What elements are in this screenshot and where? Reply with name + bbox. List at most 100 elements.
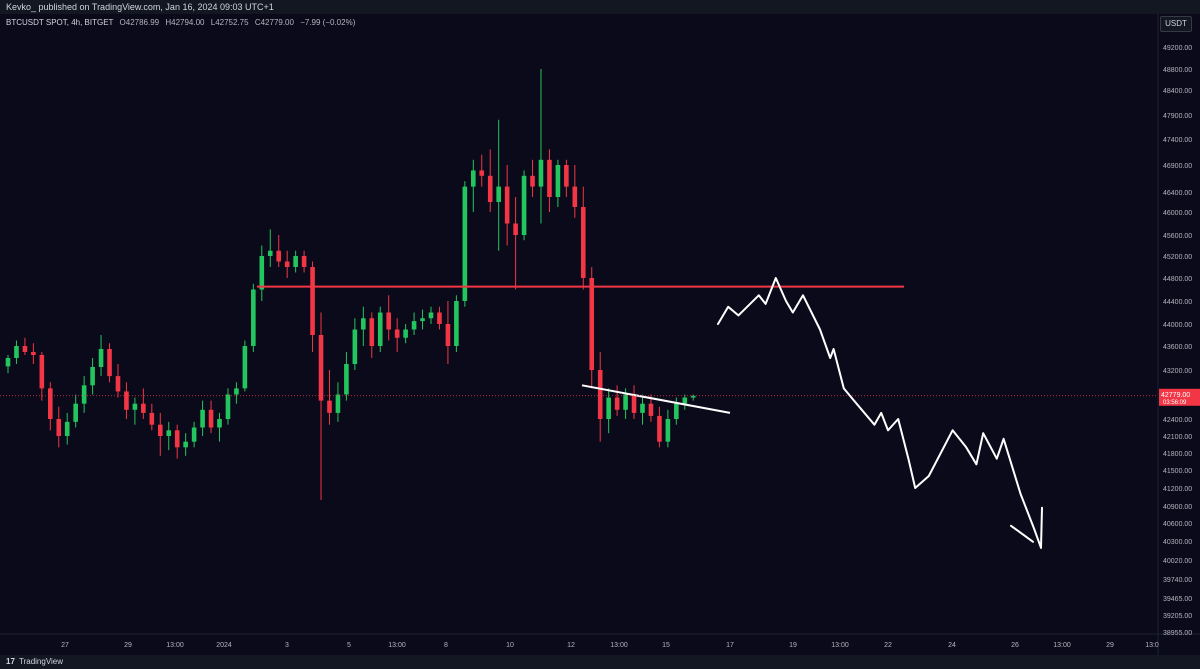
- x-tick-label: 8: [444, 642, 448, 649]
- candle-body: [217, 419, 222, 428]
- y-tick-label: 41800.00: [1163, 451, 1192, 458]
- candle-body: [225, 394, 231, 419]
- footer-bar: 17 TradingView: [0, 655, 1200, 669]
- x-tick-label: 13:00: [831, 642, 849, 649]
- x-tick-label: 29: [1106, 642, 1114, 649]
- candle-body: [648, 403, 654, 416]
- candle-body: [454, 301, 459, 346]
- candle-body: [183, 441, 188, 448]
- candle-body: [191, 427, 197, 442]
- close-value: C42779.00: [254, 18, 294, 27]
- candle-body: [597, 370, 603, 419]
- candle-body: [293, 256, 298, 267]
- last-price-tag: [1159, 388, 1200, 406]
- candle-body: [259, 256, 265, 290]
- candle-body: [403, 329, 408, 338]
- candle-body: [428, 312, 434, 319]
- x-tick-label: 10: [506, 642, 514, 649]
- candle-body: [665, 419, 671, 442]
- candle-body: [166, 430, 172, 436]
- x-tick-label: 2024: [216, 642, 232, 649]
- candle-body: [471, 170, 476, 187]
- currency-button[interactable]: USDT: [1160, 16, 1192, 32]
- candle-body: [90, 367, 95, 386]
- candle-body: [640, 403, 645, 413]
- high-value: H42794.00: [165, 18, 205, 27]
- candle-body: [547, 159, 552, 197]
- candle-body: [64, 421, 70, 436]
- candle-body: [394, 329, 400, 338]
- candle-body: [5, 358, 11, 367]
- candle-body: [344, 364, 349, 395]
- y-tick-label: 49200.00: [1163, 45, 1192, 52]
- x-tick-label: 12: [567, 642, 575, 649]
- candle-body: [479, 170, 485, 176]
- candle-body: [420, 318, 425, 322]
- candle-body: [141, 403, 146, 413]
- candle-body: [327, 400, 332, 413]
- candle-body: [31, 352, 36, 355]
- open-value: O42786.99: [119, 18, 160, 27]
- candle-body: [564, 165, 569, 187]
- symbol-info: BTCUSDT SPOT, 4h, BITGET: [6, 18, 114, 27]
- candle-body: [301, 256, 307, 267]
- candle-body: [657, 415, 662, 442]
- candle-body: [157, 424, 163, 436]
- x-tick-label: 19: [789, 642, 797, 649]
- candle-body: [411, 321, 417, 330]
- projection-arrow: [1010, 506, 1043, 549]
- candle-body: [48, 388, 53, 419]
- candle-body: [555, 165, 561, 197]
- x-tick-label: 24: [948, 642, 956, 649]
- x-tick-label: 26: [1011, 642, 1019, 649]
- trendline: [581, 384, 731, 414]
- x-tick-label: 22: [884, 642, 892, 649]
- y-tick-label: 40300.00: [1163, 539, 1192, 546]
- candle-body: [361, 318, 366, 330]
- candle-body: [690, 395, 696, 398]
- x-tick-label: 3: [285, 642, 289, 649]
- candle-body: [504, 186, 510, 224]
- candle-body: [251, 289, 256, 346]
- change-value: −7.99 (−0.02%): [300, 18, 356, 27]
- y-tick-label: 41200.00: [1163, 486, 1192, 493]
- candle-body: [496, 186, 501, 202]
- low-value: L42752.75: [210, 18, 249, 27]
- candle-body: [631, 394, 637, 413]
- candle-body: [14, 346, 19, 358]
- y-tick-label: 41500.00: [1163, 468, 1192, 475]
- x-tick-label: 13:00: [610, 642, 628, 649]
- last-price-label: 42779.00: [1161, 392, 1190, 399]
- price-chart[interactable]: 49200.00 48800.00 48400.00 47900.00 47400.00…: [0, 14, 1200, 655]
- candle-body: [352, 329, 358, 364]
- y-tick-label: 47900.00: [1163, 113, 1192, 120]
- candle-body: [623, 394, 628, 410]
- candle-body: [124, 391, 129, 410]
- candle-body: [73, 403, 78, 422]
- candle-body: [538, 159, 544, 187]
- y-tick-label: 47400.00: [1163, 137, 1192, 144]
- candle-body: [386, 312, 391, 330]
- chart-area[interactable]: 49200.00 48800.00 48400.00 47900.00 47400.00…: [0, 14, 1200, 655]
- y-tick-label: 45200.00: [1163, 254, 1192, 261]
- projection-path: [717, 277, 1042, 549]
- y-tick-label: 46400.00: [1163, 190, 1192, 197]
- y-tick-label: 44400.00: [1163, 299, 1192, 306]
- candle-body: [107, 349, 112, 377]
- candle-body: [174, 430, 180, 448]
- y-tick-label: 44800.00: [1163, 276, 1192, 283]
- y-tick-label: 39465.00: [1163, 596, 1192, 603]
- tradingview-logo-icon: 17: [6, 657, 15, 666]
- y-tick-label: 46900.00: [1163, 163, 1192, 170]
- x-tick-label: 17: [726, 642, 734, 649]
- candle-body: [149, 412, 155, 425]
- candle-body: [487, 175, 493, 202]
- y-tick-label: 42400.00: [1163, 417, 1192, 424]
- candle-body: [369, 318, 375, 346]
- candle-body: [39, 355, 45, 389]
- candle-body: [580, 207, 586, 278]
- publisher-bar: Kevko_ published on TradingView.com, Jan…: [0, 0, 1200, 14]
- x-tick-label: 29: [124, 642, 132, 649]
- candle-body: [132, 403, 138, 410]
- y-tick-label: 46000.00: [1163, 210, 1192, 217]
